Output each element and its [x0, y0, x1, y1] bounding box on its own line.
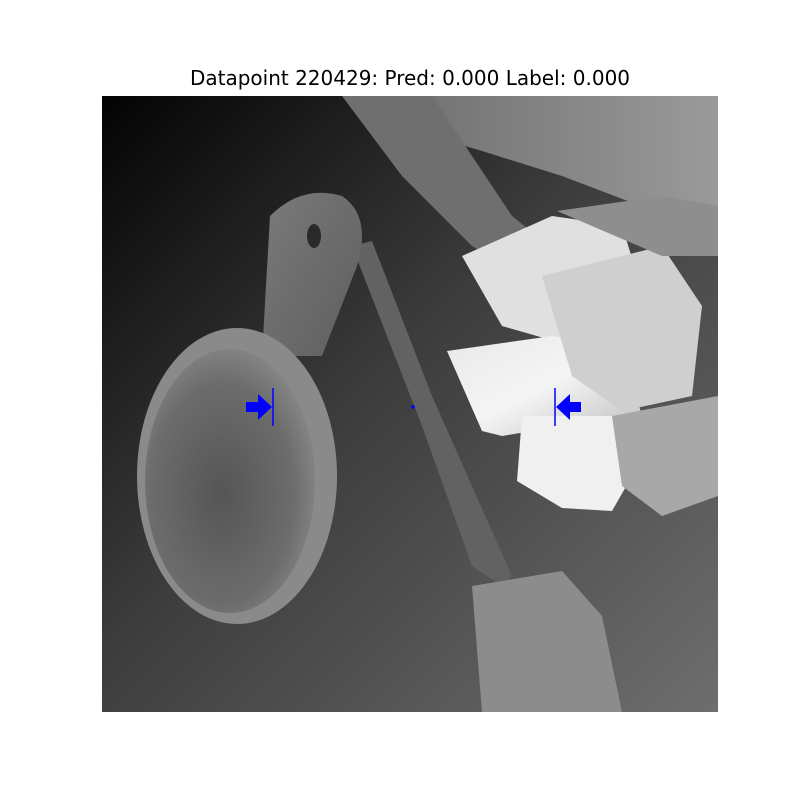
spoon-handle [262, 192, 362, 356]
right-marker [554, 388, 581, 426]
spoon-hole [307, 224, 321, 248]
spoon-bowl [145, 349, 315, 613]
fan-blade-right [542, 246, 702, 411]
fan-housing [557, 196, 718, 256]
diagonal-rod [352, 241, 512, 586]
bottom-object [472, 571, 622, 712]
depth-image-panel [102, 96, 718, 712]
left-marker [246, 388, 274, 426]
figure-title: Datapoint 220429: Pred: 0.000 Label: 0.0… [189, 66, 631, 90]
depth-image [102, 96, 718, 712]
center-point [411, 405, 415, 409]
fan-blade-far-right [612, 396, 718, 516]
fan-blade-bottom [517, 416, 632, 511]
